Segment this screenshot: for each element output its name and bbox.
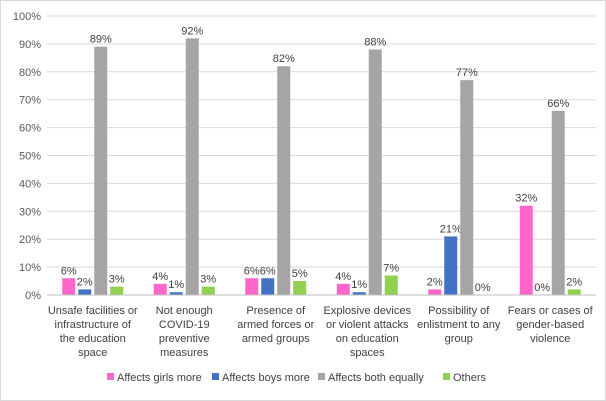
x-category-label: Possibility of enlistment to any group (417, 305, 501, 345)
x-category-label: Unsafe facilities or infrastructure of the… (48, 305, 138, 359)
x-category-label: Explosive devices or violent attacks on ed… (324, 305, 412, 359)
data-label: 89% (90, 34, 112, 46)
legend-label: Affects girls more (117, 372, 202, 384)
data-label: 2% (427, 276, 443, 288)
y-tick-label: 50% (19, 151, 41, 163)
bar (428, 289, 442, 295)
y-tick-label: 100% (13, 11, 41, 23)
data-label: 2% (566, 276, 582, 288)
data-label: 32% (515, 193, 537, 205)
bar (460, 80, 474, 295)
bar (153, 283, 167, 295)
y-tick-label: 70% (19, 95, 41, 107)
data-label: 77% (456, 67, 478, 79)
y-tick-label: 0% (25, 290, 41, 302)
bar (384, 275, 398, 295)
data-label: 0% (475, 282, 491, 294)
bar (336, 283, 350, 295)
legend-swatch (443, 373, 450, 380)
bar (519, 205, 533, 295)
bar (551, 110, 565, 295)
y-tick-label: 90% (19, 39, 41, 51)
data-label: 3% (200, 274, 216, 286)
bar (277, 66, 291, 295)
x-category-label: Not enough COVID-19 preventive measures (156, 305, 213, 359)
data-label: 82% (273, 53, 295, 65)
data-label: 1% (351, 279, 367, 291)
bar (245, 278, 259, 295)
data-label: 6% (244, 265, 260, 277)
y-tick-label: 10% (19, 262, 41, 274)
bar (62, 278, 76, 295)
bar (185, 38, 199, 295)
data-label: 6% (260, 265, 276, 277)
x-category-label: Fears or cases of gender-based violence (508, 305, 594, 345)
legend-label: Affects boys more (222, 372, 310, 384)
data-label: 88% (364, 36, 386, 48)
bar (201, 286, 215, 295)
data-label: 6% (61, 265, 77, 277)
data-label: 3% (109, 274, 125, 286)
legend-swatch (107, 373, 114, 380)
data-label: 4% (335, 271, 351, 283)
bar (368, 49, 382, 296)
data-label: 7% (383, 262, 399, 274)
y-tick-label: 30% (19, 206, 41, 218)
y-tick-label: 20% (19, 234, 41, 246)
y-tick-label: 40% (19, 178, 41, 190)
bar (261, 278, 275, 295)
bar (169, 292, 183, 295)
bar (94, 46, 108, 295)
data-label: 92% (181, 25, 203, 37)
bar (444, 236, 458, 295)
bar (352, 292, 366, 295)
data-label: 5% (292, 268, 308, 280)
bar (78, 289, 92, 295)
legend-swatch (318, 373, 325, 380)
data-label: 2% (77, 276, 93, 288)
bar (110, 286, 124, 295)
legend-swatch (212, 373, 219, 380)
y-tick-label: 60% (19, 123, 41, 135)
data-label: 4% (152, 271, 168, 283)
data-label: 21% (440, 223, 462, 235)
bar (293, 281, 307, 295)
legend-label: Affects both equally (328, 372, 424, 384)
y-tick-label: 80% (19, 67, 41, 79)
legend-label: Others (453, 372, 487, 384)
data-label: 66% (547, 98, 569, 110)
bar (567, 289, 581, 295)
x-category-label: Presence of armed forces or armed groups (237, 305, 314, 345)
data-label: 0% (534, 282, 550, 294)
data-label: 1% (168, 279, 184, 291)
